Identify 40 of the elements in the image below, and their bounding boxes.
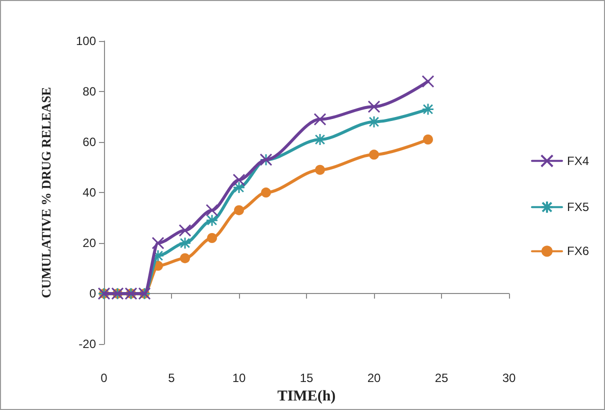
x-tick-label: 10 <box>232 371 246 386</box>
point <box>314 113 326 126</box>
y-tick-label: 60 <box>82 135 96 150</box>
point <box>422 102 434 116</box>
y-tick-label: 100 <box>76 34 96 48</box>
legend-label: FX6 <box>566 244 590 258</box>
point <box>206 214 218 227</box>
y-tick-label: 80 <box>82 84 96 99</box>
point <box>261 188 271 198</box>
y-tick-label: 0 <box>89 286 96 301</box>
point <box>178 224 192 237</box>
point <box>178 236 192 250</box>
y-tick-label: 40 <box>82 186 96 200</box>
point <box>180 253 190 264</box>
point <box>368 116 380 128</box>
x-axis-title: TIME(h) <box>277 388 336 404</box>
point <box>234 205 244 216</box>
y-axis-title: CUMULATIVE % DRUG RELEASE <box>38 87 54 298</box>
x-tick-label: 30 <box>502 371 516 386</box>
legend-label: FX4 <box>566 154 590 168</box>
point <box>152 249 164 262</box>
y-tick-label: -20 <box>78 337 96 352</box>
point <box>207 233 217 244</box>
x-tick-label: 15 <box>300 371 314 386</box>
x-tick-label: 20 <box>367 371 381 386</box>
y-tick-label: 20 <box>82 236 96 250</box>
point <box>232 181 246 194</box>
point <box>152 236 164 250</box>
point <box>368 100 380 113</box>
point <box>422 75 434 88</box>
point <box>232 174 246 186</box>
point <box>206 204 218 216</box>
point <box>423 134 433 145</box>
x-tick-label: 5 <box>168 371 176 386</box>
point <box>315 164 325 175</box>
x-tick-label: 25 <box>434 371 448 386</box>
legend-label: FX5 <box>566 200 590 214</box>
point <box>369 150 379 160</box>
point <box>314 133 326 146</box>
x-tick-label: 0 <box>100 371 108 386</box>
